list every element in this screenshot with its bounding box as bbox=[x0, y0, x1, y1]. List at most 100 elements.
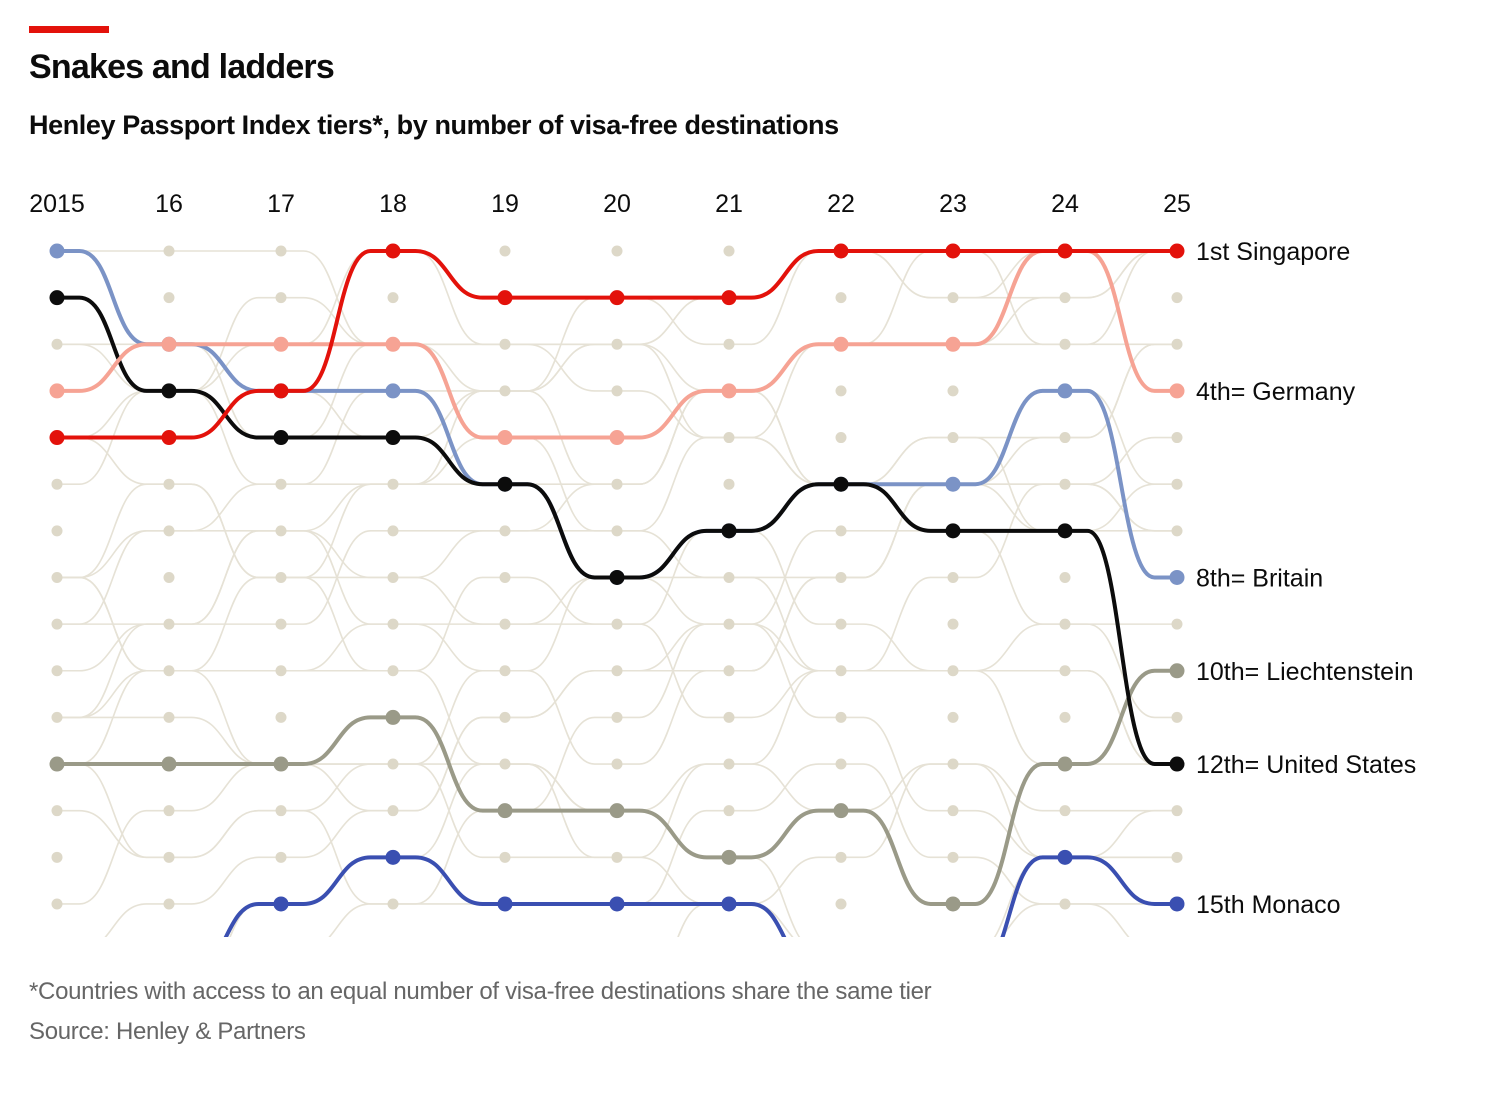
grid-dot bbox=[275, 618, 287, 630]
grid-dot bbox=[499, 338, 511, 350]
point-germany bbox=[609, 430, 625, 446]
grid-dot bbox=[947, 618, 959, 630]
grid-dot bbox=[387, 758, 399, 770]
grid-dot bbox=[723, 665, 735, 677]
grid-dot bbox=[835, 571, 847, 583]
grid-dot bbox=[611, 711, 623, 723]
point-liechtenstein bbox=[385, 709, 401, 725]
grid-dot bbox=[275, 245, 287, 257]
grid-dot bbox=[51, 711, 63, 723]
point-liechtenstein bbox=[497, 803, 513, 819]
grid-dot bbox=[499, 571, 511, 583]
grid-dot bbox=[387, 478, 399, 490]
grid-dot bbox=[723, 478, 735, 490]
grid-dot bbox=[51, 618, 63, 630]
series-labels: 10th= Liechtenstein 15th Monaco 8th= Brita… bbox=[1196, 238, 1416, 919]
grid-dot bbox=[275, 665, 287, 677]
point-united-states bbox=[161, 383, 177, 399]
x-tick-label: 23 bbox=[939, 190, 967, 218]
grid-dot bbox=[723, 571, 735, 583]
grid-dot bbox=[163, 525, 175, 537]
grid-dot bbox=[163, 292, 175, 304]
grid-dot bbox=[835, 711, 847, 723]
grid-dot bbox=[499, 245, 511, 257]
series-line-germany bbox=[57, 249, 1177, 440]
grid-dot bbox=[1171, 805, 1183, 817]
grid-dot bbox=[1059, 571, 1071, 583]
point-germany bbox=[385, 336, 401, 352]
grid-dot bbox=[1171, 851, 1183, 863]
x-tick-label: 24 bbox=[1051, 190, 1079, 218]
x-tick-label: 25 bbox=[1163, 190, 1191, 218]
grid-dot bbox=[275, 805, 287, 817]
grid-dot bbox=[723, 338, 735, 350]
grid-dot bbox=[499, 385, 511, 397]
point-monaco bbox=[1057, 849, 1073, 865]
label-britain: 8th= Britain bbox=[1196, 564, 1323, 592]
grid-dot bbox=[1171, 711, 1183, 723]
chart-title: Snakes and ladders bbox=[29, 48, 335, 86]
grid-dot bbox=[1059, 478, 1071, 490]
point-singapore bbox=[497, 290, 513, 306]
background-line bbox=[57, 483, 1177, 719]
point-singapore bbox=[945, 243, 961, 259]
accent-bar bbox=[29, 26, 109, 33]
background-line bbox=[57, 250, 1177, 485]
grid-dot bbox=[499, 851, 511, 863]
point-united-states bbox=[273, 430, 289, 446]
background-line bbox=[57, 343, 1177, 859]
grid-dot bbox=[387, 525, 399, 537]
point-liechtenstein bbox=[945, 896, 961, 912]
series-line-monaco bbox=[223, 855, 1177, 937]
grid-dot bbox=[723, 245, 735, 257]
point-germany bbox=[49, 383, 65, 399]
footnote: *Countries with access to an equal numbe… bbox=[29, 978, 932, 1005]
grid-dot bbox=[51, 805, 63, 817]
grid-dot bbox=[1059, 292, 1071, 304]
grid-dot bbox=[947, 758, 959, 770]
bump-chart: 2015 16 17 18 19 20 21 22 23 24 25 10th= Liechtens… bbox=[29, 190, 1416, 937]
label-singapore: 1st Singapore bbox=[1196, 238, 1350, 266]
grid-dot bbox=[947, 432, 959, 444]
grid-dot bbox=[835, 292, 847, 304]
grid-dot bbox=[51, 665, 63, 677]
series-lines bbox=[49, 243, 1185, 937]
x-axis-ticks: 2015 16 17 18 19 20 21 22 23 24 25 bbox=[29, 190, 1191, 218]
grid-dot bbox=[835, 665, 847, 677]
grid-dot bbox=[1171, 618, 1183, 630]
grid-dot bbox=[611, 618, 623, 630]
grid-dot bbox=[1059, 432, 1071, 444]
x-tick-label: 16 bbox=[155, 190, 183, 218]
label-united-states: 12th= United States bbox=[1196, 751, 1416, 779]
x-tick-label: 20 bbox=[603, 190, 631, 218]
grid-dot bbox=[1171, 432, 1183, 444]
point-liechtenstein bbox=[273, 756, 289, 772]
grid-dot bbox=[499, 618, 511, 630]
grid-dot bbox=[275, 571, 287, 583]
background-line bbox=[328, 763, 1177, 937]
grid-dot bbox=[387, 665, 399, 677]
grid-dot bbox=[947, 711, 959, 723]
grid-dot bbox=[611, 385, 623, 397]
label-liechtenstein: 10th= Liechtenstein bbox=[1196, 658, 1414, 686]
grid-dot bbox=[1059, 898, 1071, 910]
series-line-singapore bbox=[57, 248, 1177, 440]
point-germany bbox=[161, 336, 177, 352]
grid-dot bbox=[163, 805, 175, 817]
grid-dot bbox=[835, 898, 847, 910]
grid-dot bbox=[163, 478, 175, 490]
grid-dot bbox=[1171, 338, 1183, 350]
series-line-united-states bbox=[57, 295, 1177, 767]
grid-dot bbox=[163, 665, 175, 677]
point-united-states bbox=[945, 523, 961, 539]
point-monaco bbox=[497, 896, 513, 912]
point-britain bbox=[945, 476, 961, 492]
grid-dot bbox=[611, 525, 623, 537]
grid-dot bbox=[387, 571, 399, 583]
point-singapore bbox=[1169, 243, 1185, 259]
background-line bbox=[57, 250, 1177, 485]
grid-dot bbox=[1059, 805, 1071, 817]
grid-dot bbox=[1171, 292, 1183, 304]
point-liechtenstein bbox=[609, 803, 625, 819]
grid-dot bbox=[499, 758, 511, 770]
